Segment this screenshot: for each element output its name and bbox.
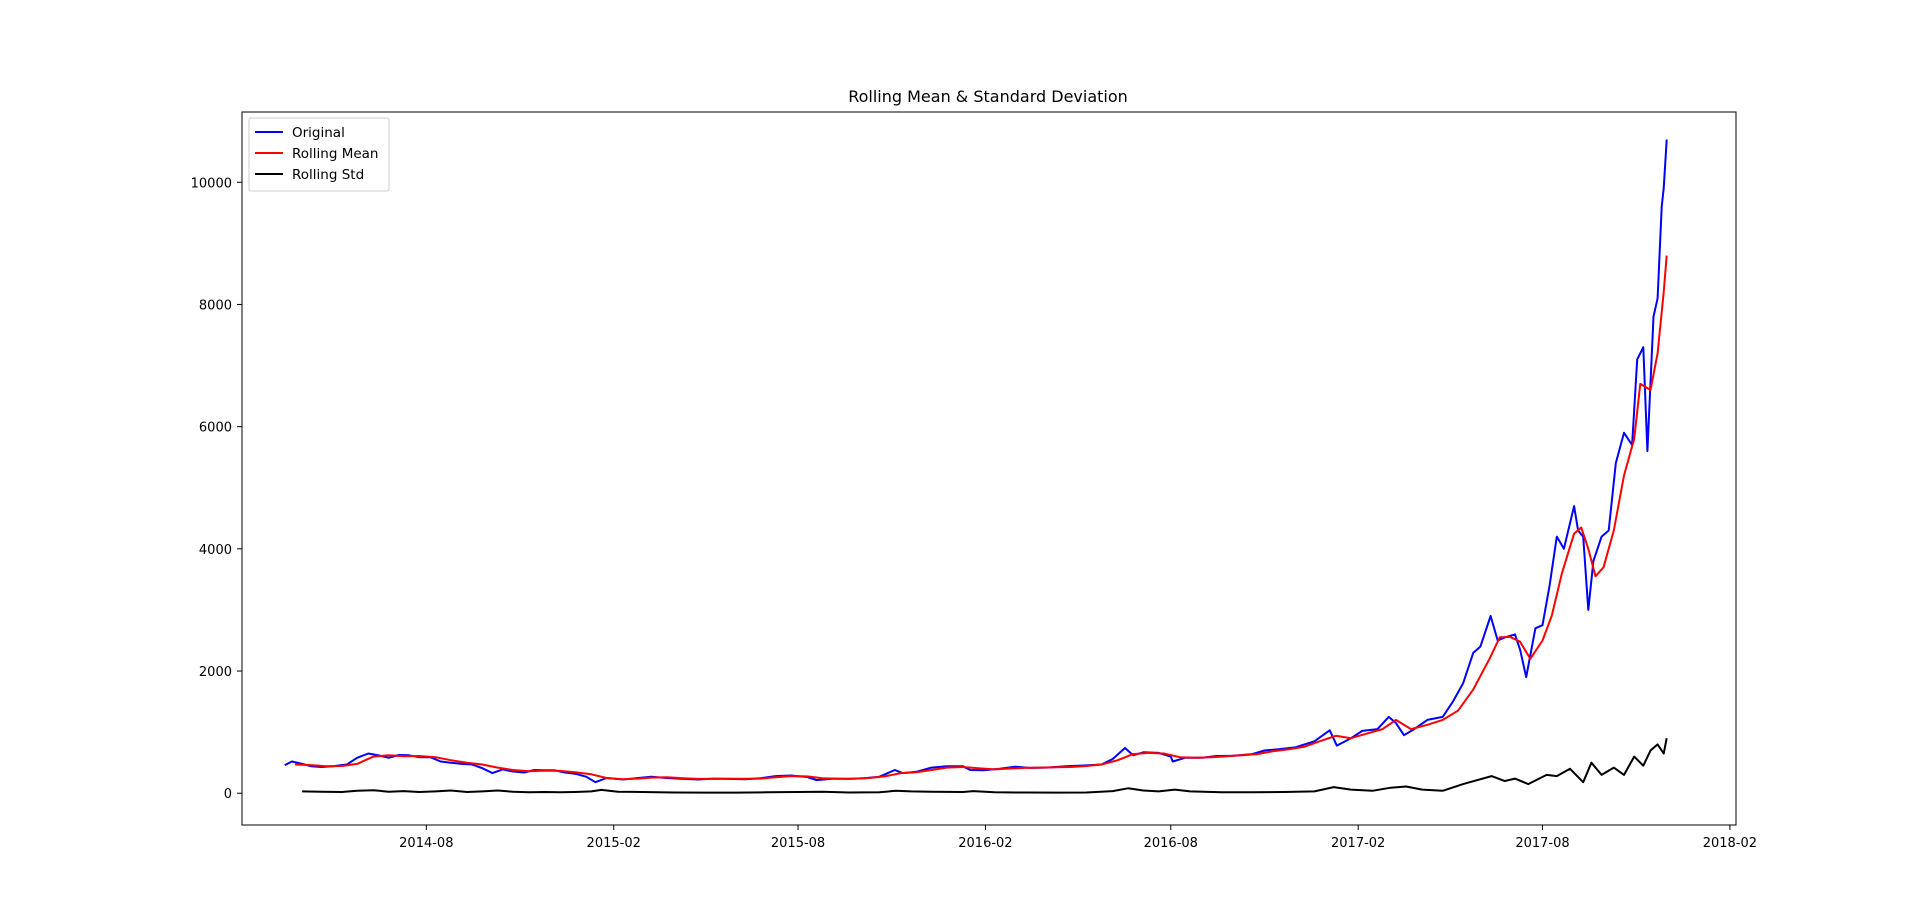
y-tick-label: 8000 bbox=[199, 298, 232, 313]
axes: 2014-08 2015-02 2015-08 2016-02 2016-08 2017-… bbox=[191, 176, 1757, 851]
x-tick-label: 2018-02 bbox=[1703, 836, 1757, 851]
series-line-rolling-mean bbox=[294, 255, 1668, 781]
plot-area bbox=[284, 139, 1668, 794]
x-tick-label: 2014-08 bbox=[399, 836, 453, 851]
x-tick-label: 2015-08 bbox=[771, 836, 825, 851]
legend-box bbox=[248, 117, 390, 192]
legend-label: Rolling Mean bbox=[292, 146, 378, 162]
y-tick-label: 6000 bbox=[199, 421, 232, 436]
x-tick-label: 2016-08 bbox=[1144, 836, 1198, 851]
x-tick-label: 2016-02 bbox=[958, 836, 1012, 851]
x-tick-label: 2017-08 bbox=[1515, 836, 1569, 851]
axes-frame bbox=[241, 111, 1737, 826]
x-tick-label: 2017-02 bbox=[1331, 836, 1385, 851]
legend-label: Rolling Std bbox=[292, 167, 364, 183]
legend: Original Rolling Mean Rolling Std bbox=[248, 117, 390, 192]
chart-title: Rolling Mean & Standard Deviation bbox=[848, 87, 1128, 106]
legend-label: Original bbox=[292, 125, 345, 141]
y-tick-label: 0 bbox=[224, 787, 232, 802]
y-tick-label: 4000 bbox=[199, 543, 232, 558]
y-tick-label: 2000 bbox=[199, 665, 232, 680]
x-tick-label: 2015-02 bbox=[587, 836, 641, 851]
y-tick-label: 10000 bbox=[191, 176, 232, 191]
series-line-rolling-std bbox=[302, 738, 1668, 794]
